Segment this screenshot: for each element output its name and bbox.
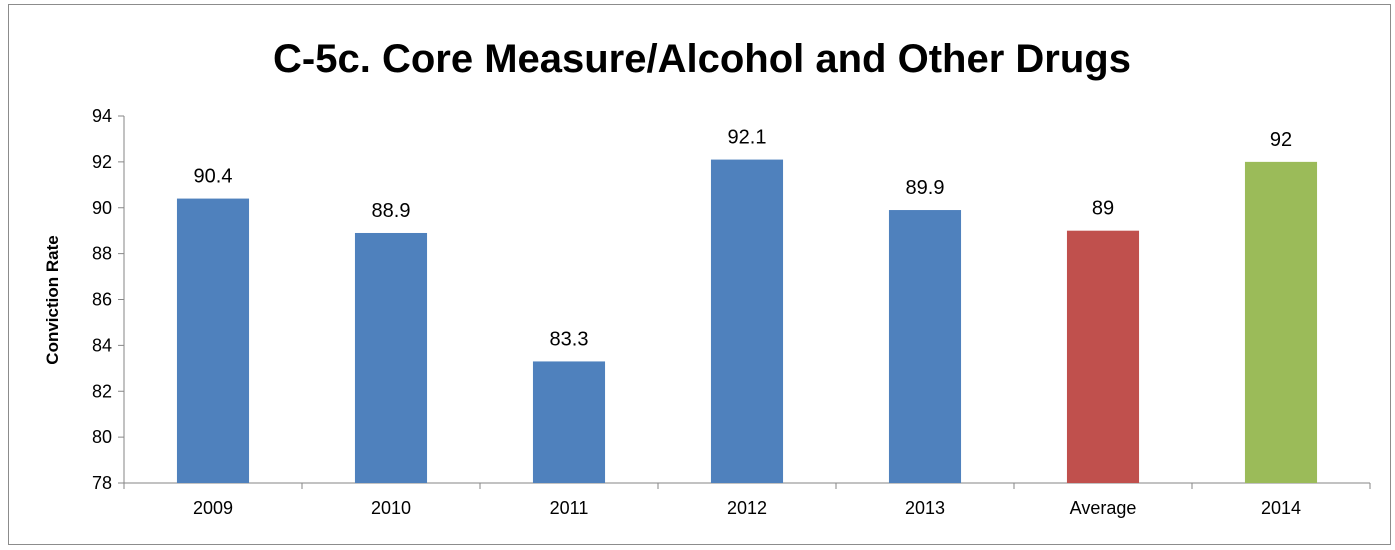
y-tick-label: 86 bbox=[92, 290, 112, 310]
data-label: 92 bbox=[1270, 129, 1292, 151]
data-label: 90.4 bbox=[194, 166, 233, 188]
x-tick-label: Average bbox=[1070, 498, 1137, 518]
data-label: 89.9 bbox=[906, 177, 945, 199]
data-label: 92.1 bbox=[728, 127, 767, 149]
bar-average bbox=[1066, 230, 1140, 483]
y-axis: 78 80 82 84 86 88 90 92 94 bbox=[92, 106, 125, 493]
bar-2013 bbox=[888, 210, 962, 483]
y-tick-label: 80 bbox=[92, 427, 112, 447]
x-tick-label: 2010 bbox=[371, 498, 411, 518]
data-labels: 90.4 88.9 83.3 92.1 89.9 89 92 bbox=[194, 127, 1293, 351]
bar-2012 bbox=[710, 159, 784, 484]
data-label: 88.9 bbox=[372, 200, 411, 222]
x-tick-label: 2009 bbox=[193, 498, 233, 518]
bars bbox=[176, 159, 1318, 484]
data-label: 83.3 bbox=[550, 328, 589, 350]
y-tick-label: 82 bbox=[92, 381, 112, 401]
y-tick-label: 90 bbox=[92, 198, 112, 218]
bar-2009 bbox=[176, 198, 250, 483]
y-tick-label: 88 bbox=[92, 244, 112, 264]
x-tick-label: 2013 bbox=[905, 498, 945, 518]
y-tick-label: 84 bbox=[92, 335, 112, 355]
bar-2011 bbox=[532, 361, 606, 483]
y-tick-label: 94 bbox=[92, 106, 112, 126]
x-tick-label: 2014 bbox=[1261, 498, 1301, 518]
chart-title: C-5c. Core Measure/Alcohol and Other Dru… bbox=[273, 37, 1131, 81]
bar-2010 bbox=[354, 232, 428, 483]
x-tick-label: 2012 bbox=[727, 498, 767, 518]
bar-2014 bbox=[1244, 161, 1318, 483]
y-axis-label: Conviction Rate bbox=[43, 235, 62, 364]
y-tick-label: 92 bbox=[92, 152, 112, 172]
x-tick-label: 2011 bbox=[550, 498, 589, 518]
data-label: 89 bbox=[1092, 198, 1114, 220]
x-axis: 2009 2010 2011 2012 2013 Average 2014 bbox=[123, 482, 1371, 518]
y-tick-label: 78 bbox=[92, 473, 112, 493]
